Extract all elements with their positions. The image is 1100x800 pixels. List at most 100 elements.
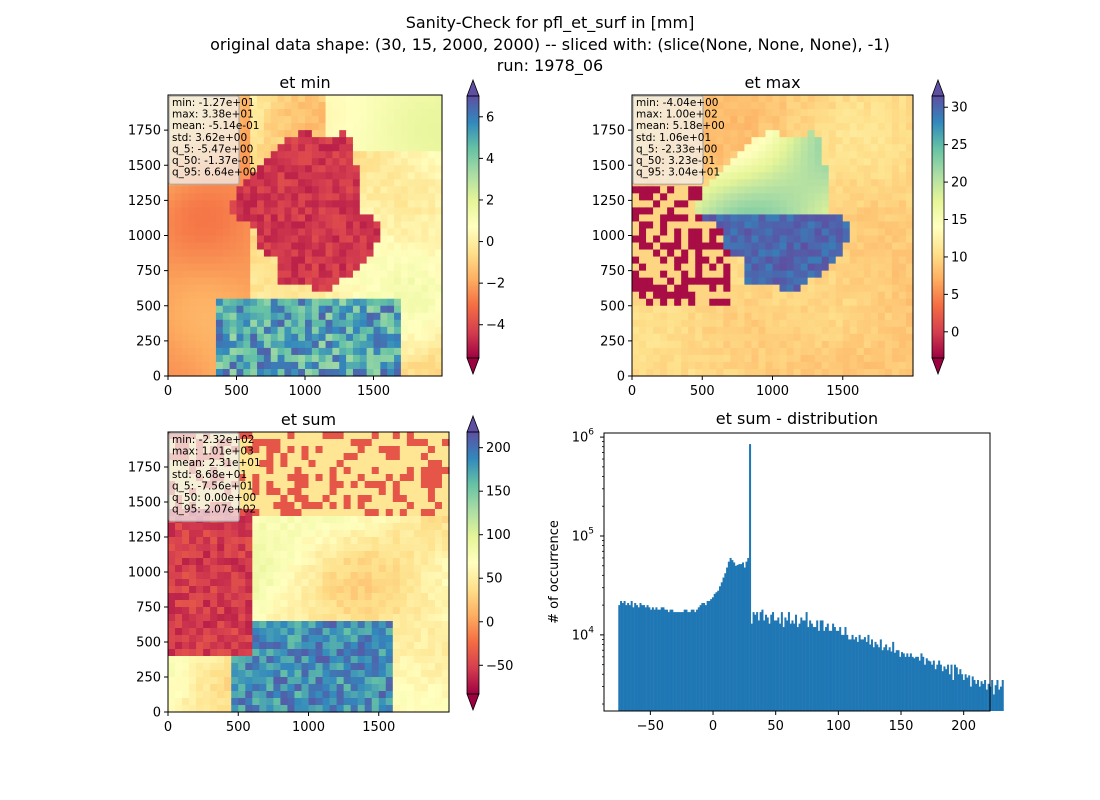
heatmap-cell bbox=[217, 635, 225, 643]
heatmap-cell bbox=[308, 481, 317, 489]
heatmap-cell bbox=[236, 284, 244, 293]
heatmap-cell bbox=[188, 298, 196, 307]
heatmap-cell bbox=[168, 256, 176, 265]
heatmap-cell bbox=[245, 523, 253, 531]
heatmap-cell bbox=[209, 284, 217, 293]
heatmap-cell bbox=[270, 319, 279, 328]
heatmap-cell bbox=[325, 221, 333, 230]
heatmap-cell bbox=[202, 249, 210, 258]
heatmap-cell bbox=[222, 319, 231, 328]
heatmap-cell bbox=[842, 263, 851, 272]
heatmap-cell bbox=[343, 460, 352, 468]
heatmap-cell bbox=[343, 586, 352, 594]
heatmap-cell bbox=[884, 165, 893, 173]
heatmap-cell bbox=[406, 439, 415, 447]
heatmap-cell bbox=[435, 165, 443, 173]
heatmap-cell bbox=[373, 158, 381, 166]
heatmap-cell bbox=[428, 165, 436, 173]
y-tick-label: 250 bbox=[136, 334, 161, 349]
heatmap-cell bbox=[835, 291, 844, 300]
heatmap-cell bbox=[730, 179, 738, 187]
heatmap-cell bbox=[277, 361, 286, 370]
heatmap-cell bbox=[407, 354, 416, 363]
heatmap-cell bbox=[399, 502, 408, 510]
heatmap-cell bbox=[168, 607, 176, 615]
heatmap-cell bbox=[695, 221, 703, 230]
heatmap-cell bbox=[653, 305, 661, 314]
heatmap-cell bbox=[821, 347, 830, 356]
heatmap-cell bbox=[222, 214, 231, 223]
heatmap-cell bbox=[224, 523, 232, 531]
heatmap-cell bbox=[346, 102, 354, 110]
heatmap-cell bbox=[359, 368, 368, 377]
heatmap-cell bbox=[339, 368, 347, 377]
heatmap-cell bbox=[287, 467, 296, 475]
heatmap-cell bbox=[863, 291, 872, 300]
heatmap-cell bbox=[257, 361, 265, 370]
heatmap-cell bbox=[660, 291, 668, 300]
heatmap-cell bbox=[392, 439, 401, 447]
heatmap-cell bbox=[357, 460, 366, 468]
heatmap-cell bbox=[414, 305, 423, 314]
heatmap-cell bbox=[400, 256, 409, 265]
heatmap-cell bbox=[800, 312, 809, 321]
heatmap-cell bbox=[189, 607, 197, 615]
heatmap-cell bbox=[231, 628, 239, 636]
heatmap-cell bbox=[294, 705, 303, 713]
heatmap-cell bbox=[828, 144, 837, 152]
heatmap-cell bbox=[266, 649, 274, 657]
heatmap-cell bbox=[202, 186, 210, 194]
heatmap-cell bbox=[856, 256, 865, 265]
heatmap-cell bbox=[195, 298, 203, 307]
heatmap-cell bbox=[421, 277, 429, 286]
heatmap-cell bbox=[660, 200, 668, 209]
heatmap-cell bbox=[870, 263, 879, 272]
heatmap-cell bbox=[209, 319, 217, 328]
heatmap-cell bbox=[238, 495, 246, 503]
heatmap-cell bbox=[224, 572, 232, 580]
heatmap-cell bbox=[352, 102, 361, 110]
heatmap-cell bbox=[357, 509, 366, 517]
heatmap-image bbox=[632, 95, 914, 377]
heatmap-cell bbox=[210, 537, 218, 545]
heatmap-cell bbox=[175, 642, 183, 650]
heatmap-cell bbox=[259, 474, 267, 482]
heatmap-cell bbox=[245, 663, 253, 671]
heatmap-cell bbox=[195, 228, 203, 237]
heatmap-cell bbox=[434, 453, 443, 461]
heatmap-cell bbox=[435, 158, 443, 166]
heatmap-cell bbox=[195, 249, 203, 258]
heatmap-cell bbox=[842, 277, 851, 286]
heatmap-cell bbox=[674, 284, 682, 293]
heatmap-cell bbox=[380, 319, 388, 328]
heatmap-cell bbox=[428, 291, 436, 300]
heatmap-cell bbox=[238, 579, 246, 587]
heatmap-cell bbox=[723, 319, 731, 328]
heatmap-cell bbox=[737, 158, 746, 166]
heatmap-cell bbox=[793, 284, 802, 293]
y-tick-label: 250 bbox=[600, 334, 625, 349]
heatmap-cell bbox=[392, 565, 401, 573]
x-tick-label: 500 bbox=[690, 384, 715, 399]
heatmap-cell bbox=[744, 179, 753, 187]
heatmap-cell bbox=[863, 214, 872, 223]
heatmap-cell bbox=[277, 95, 286, 103]
heatmap-cell bbox=[905, 158, 914, 166]
heatmap-cell bbox=[270, 368, 279, 377]
heatmap-cell bbox=[350, 642, 359, 650]
heatmap-cell bbox=[387, 326, 395, 335]
heatmap-cell bbox=[196, 628, 204, 636]
heatmap-cell bbox=[352, 214, 361, 223]
heatmap-cell bbox=[263, 158, 272, 166]
heatmap-cell bbox=[884, 263, 893, 272]
heatmap-cell bbox=[828, 312, 837, 321]
heatmap-cell bbox=[364, 684, 373, 692]
heatmap-cell bbox=[716, 249, 724, 258]
heatmap-cell bbox=[373, 179, 381, 187]
heatmap-cell bbox=[357, 502, 366, 510]
heatmap-cell bbox=[800, 368, 809, 377]
heatmap-cell bbox=[280, 460, 289, 468]
heatmap-cell bbox=[188, 361, 196, 370]
heatmap-cell bbox=[814, 172, 823, 180]
heatmap-cell bbox=[238, 691, 246, 699]
